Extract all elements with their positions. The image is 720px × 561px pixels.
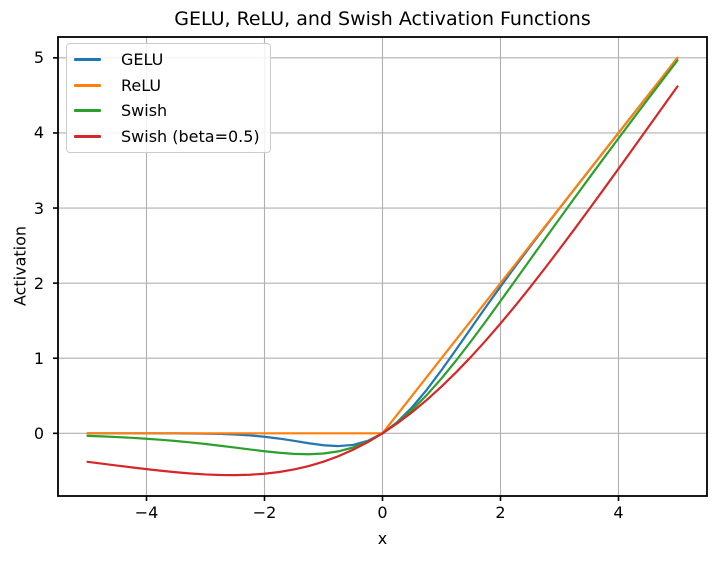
legend-label: GELU [121,50,164,70]
legend-swatch-relu [74,83,101,87]
x-tick-label: −2 [252,503,277,522]
legend-label: Swish (beta=0.5) [121,126,260,146]
y-tick-label: 4 [33,123,44,143]
x-tick-label: 2 [495,503,506,522]
legend-item-gelu: GELU [74,47,263,73]
y-tick-label: 0 [33,423,44,443]
legend: GELU ReLU Swish Swish (beta=0.5) [66,43,271,153]
y-tick-label: 1 [33,348,44,368]
x-tick-label: 4 [613,503,624,522]
y-tick-label: 5 [33,48,44,68]
x-tick-label: −4 [134,503,159,522]
x-axis-label: x [377,529,388,548]
chart-title: GELU, ReLU, and Swish Activation Functio… [174,8,591,30]
y-tick-label: 3 [33,198,44,218]
legend-swatch-gelu [74,58,101,62]
y-tick-label: 2 [33,273,44,293]
legend-item-swish-beta: Swish (beta=0.5) [74,124,263,150]
legend-item-relu: ReLU [74,73,263,99]
x-tick-label: 0 [377,503,388,522]
legend-item-swish: Swish [74,98,263,124]
series-line-swish-beta-0-5 [86,85,679,477]
legend-swatch-swish-beta [74,134,101,138]
legend-label: Swish [121,101,168,121]
legend-label: ReLU [121,75,162,95]
legend-swatch-swish [74,109,101,113]
